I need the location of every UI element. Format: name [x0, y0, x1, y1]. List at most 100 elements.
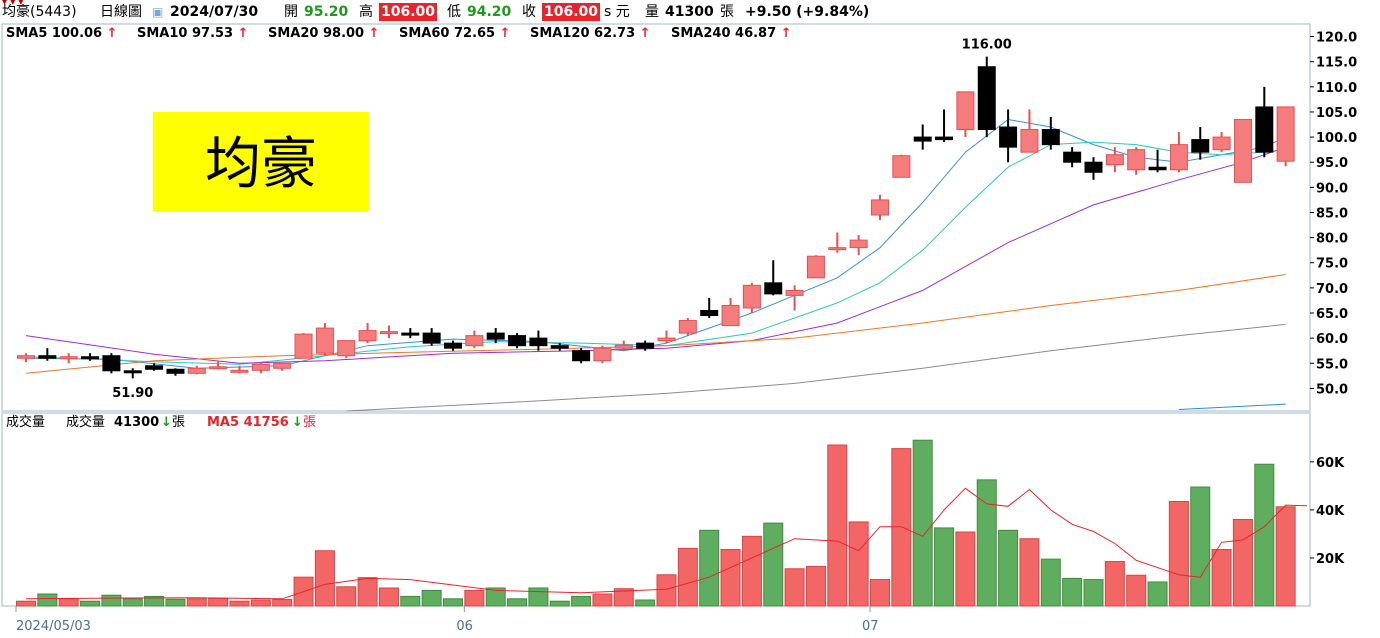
candle-body [145, 365, 164, 370]
sma-line-sma60 [25, 274, 1286, 374]
candle-body [315, 327, 334, 354]
candle [1105, 147, 1124, 173]
candle [956, 91, 975, 138]
price-tick-label: 105.0 [1316, 106, 1357, 121]
x-tick-label: 06 [456, 619, 473, 634]
candle [422, 328, 441, 346]
candle [81, 353, 100, 361]
volume-bar [208, 597, 229, 607]
volume-panel-title: 成交量 [6, 415, 46, 430]
sma20-label: SMA20 98.00 [268, 26, 365, 41]
open-value: 95.20 [304, 4, 349, 20]
arrow-down-icon: ↓ [292, 415, 303, 430]
candle-body [1255, 106, 1274, 153]
volume-bar [1147, 581, 1168, 607]
volume-value: 41300 [665, 4, 714, 20]
volume-ma5-line [25, 487, 1308, 600]
quote-header: ▾ ▾ ▾ 均豪(5443) 日線圖 ▣ 2024/07/30 開 95.20 … [0, 0, 1380, 24]
low-value: 94.20 [467, 4, 512, 20]
candle-body [1020, 129, 1039, 153]
volume-bar [934, 527, 955, 607]
candle [849, 235, 868, 256]
candle [187, 365, 206, 375]
price-change: +9.50 (+9.84%) [745, 4, 870, 20]
candle [38, 348, 57, 361]
volume-bar [741, 535, 762, 607]
candle-body [550, 345, 569, 349]
candle [806, 255, 825, 279]
candle-body [273, 362, 292, 369]
candle-body [657, 337, 676, 342]
candle [401, 328, 420, 339]
volume-bar [1254, 463, 1275, 607]
period-label[interactable]: 日線圖 [100, 4, 142, 20]
candle [678, 318, 697, 336]
candle-body [935, 136, 954, 141]
volume-bar [912, 439, 933, 607]
period-dropdown-icon[interactable]: ▣ [152, 5, 164, 19]
candle-body [251, 363, 270, 371]
candle-body [17, 355, 35, 359]
candle [337, 340, 356, 359]
volume-bar [677, 547, 698, 607]
price-annotation: 116.00 [962, 38, 1012, 53]
volume-bar [122, 598, 143, 607]
candle-body [871, 199, 889, 216]
candle-body [38, 355, 57, 359]
volume-bar [144, 595, 165, 607]
candle-body [508, 335, 527, 347]
candle [1020, 109, 1039, 153]
candle [1191, 127, 1210, 160]
volume-bar [485, 587, 506, 607]
candle-body [81, 356, 100, 360]
price-tick-label: 75.0 [1316, 257, 1348, 272]
volume-tick-label: 60K [1316, 456, 1345, 471]
candle [251, 363, 270, 374]
volume-bar [165, 598, 186, 607]
candle-body [422, 332, 441, 344]
volume-bar [229, 600, 250, 607]
candle [379, 325, 398, 339]
candle-body [764, 282, 783, 295]
volume-bar [58, 598, 79, 607]
quote-date: 2024/07/30 [170, 4, 259, 20]
candle-body [1084, 161, 1103, 173]
volume-bar [101, 594, 122, 607]
candle [209, 360, 228, 370]
candle-body [529, 337, 548, 347]
price-tick-label: 55.0 [1316, 357, 1348, 372]
price-tick-label: 85.0 [1316, 206, 1348, 221]
volume-bar [955, 531, 976, 607]
price-tick-label: 50.0 [1316, 382, 1348, 397]
candle-body [956, 91, 975, 131]
volume-bar [1232, 519, 1253, 607]
candle-body [1212, 136, 1231, 151]
volume-bar [699, 529, 720, 607]
volume-panel [1, 412, 1311, 607]
candle [465, 330, 484, 349]
high-value: 106.00 [379, 3, 438, 21]
candle [700, 297, 719, 319]
volume-bar [1126, 574, 1147, 607]
price-tick-label: 70.0 [1316, 282, 1348, 297]
watermark-box [153, 112, 369, 211]
volume-bar [250, 599, 271, 607]
arrow-down-icon: ↓ [161, 415, 172, 430]
candle [1255, 86, 1274, 158]
volume-bar [998, 529, 1019, 607]
sma20-legend: SMA20 98.00 ↑ [268, 24, 380, 44]
volume-bar [464, 589, 485, 607]
candle [785, 285, 804, 311]
sma60-legend: SMA60 72.65 ↑ [399, 24, 511, 44]
candle-body [999, 126, 1018, 148]
sma-line-sma120 [346, 323, 1286, 412]
volume-bar [1104, 561, 1125, 607]
candle [166, 368, 185, 376]
volume-bar [656, 574, 677, 607]
volume-bar [272, 599, 293, 607]
x-tick-label: 2024/05/03 [16, 619, 91, 634]
volume-bar [848, 521, 869, 607]
candle [828, 232, 847, 253]
candle [230, 365, 249, 374]
